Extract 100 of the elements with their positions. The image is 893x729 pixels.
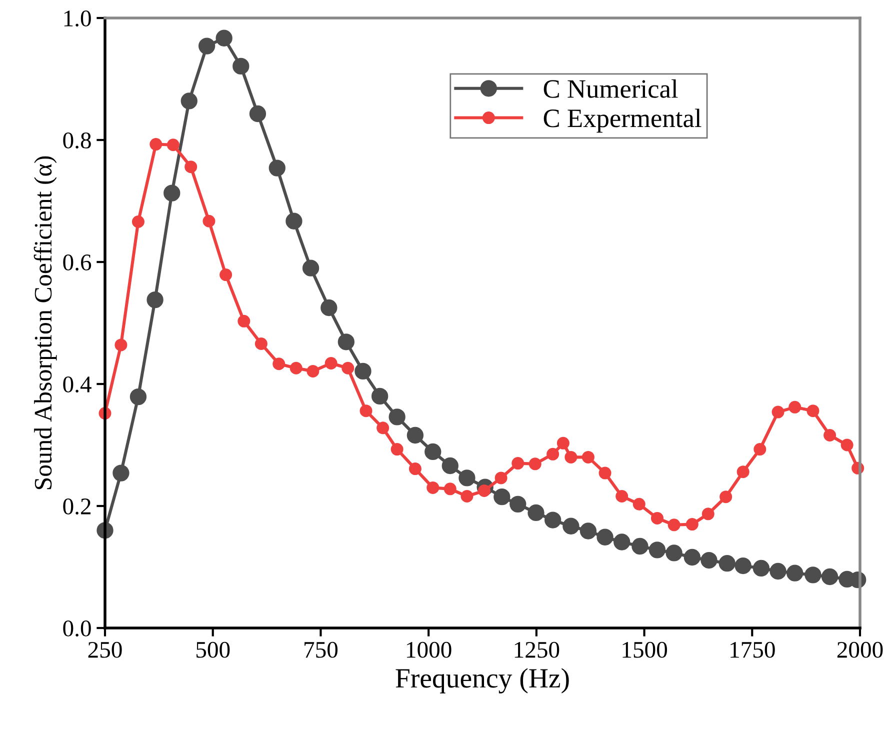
point <box>376 422 390 434</box>
y-axis-title: Sound Absorption Coefficient (α) <box>34 156 57 490</box>
point <box>220 268 232 282</box>
point <box>512 457 524 470</box>
y-tick-label: 0.6 <box>63 254 92 271</box>
point <box>458 470 476 486</box>
point <box>184 160 198 174</box>
point <box>112 464 130 482</box>
point <box>824 428 836 442</box>
point <box>510 496 526 513</box>
point <box>494 488 510 506</box>
legend-label: C Expermental <box>544 108 702 133</box>
point <box>342 362 354 374</box>
point <box>632 498 646 510</box>
point <box>596 528 614 546</box>
point <box>564 450 578 464</box>
point <box>616 490 628 502</box>
point <box>666 544 682 562</box>
point <box>718 555 736 572</box>
point <box>166 138 180 152</box>
x-tick-label: 1500 <box>622 642 667 658</box>
point <box>650 512 664 524</box>
point <box>338 334 354 350</box>
point <box>528 504 544 522</box>
point <box>320 299 338 316</box>
point <box>286 212 302 230</box>
point <box>702 508 714 520</box>
point <box>580 522 597 540</box>
point <box>254 337 268 350</box>
point <box>772 406 784 418</box>
point <box>736 466 750 478</box>
y-tick-label: 0.0 <box>63 620 91 637</box>
point <box>216 30 232 46</box>
y-tick-label: 0.4 <box>63 376 92 393</box>
point <box>324 357 338 370</box>
point <box>146 291 164 308</box>
point <box>632 538 648 555</box>
point <box>132 215 144 228</box>
point <box>408 462 422 476</box>
point <box>460 490 474 502</box>
point <box>130 388 147 406</box>
point <box>752 560 770 577</box>
point <box>238 314 250 328</box>
point <box>202 214 216 228</box>
legend-label: C Numerical <box>544 79 678 98</box>
x-axis-title: Frequency (Hz) <box>396 668 569 694</box>
point <box>840 438 854 452</box>
point <box>272 358 286 370</box>
point <box>544 512 562 528</box>
point <box>786 564 804 582</box>
point <box>720 490 732 504</box>
x-tick-label: 1750 <box>730 642 775 658</box>
point <box>371 388 388 405</box>
y-tick-label: 1.0 <box>64 10 91 27</box>
point <box>546 448 560 460</box>
y-tick-label: 0.2 <box>63 498 91 515</box>
point <box>249 105 266 122</box>
point <box>302 260 320 276</box>
point <box>442 457 458 474</box>
point <box>684 548 701 566</box>
point <box>360 404 372 418</box>
point <box>582 450 594 464</box>
x-tick-label: 250 <box>88 642 122 658</box>
point <box>734 557 752 574</box>
point <box>821 568 838 586</box>
point <box>598 466 612 480</box>
x-tick-label: 1250 <box>514 642 560 658</box>
point <box>354 362 372 380</box>
point <box>198 38 216 54</box>
point <box>804 566 822 584</box>
point <box>754 443 766 456</box>
point <box>268 160 286 176</box>
point <box>494 472 508 484</box>
point <box>150 138 162 151</box>
point <box>700 552 718 569</box>
point <box>426 481 440 494</box>
y-tick-label: 0.8 <box>63 132 91 149</box>
point <box>114 338 128 352</box>
point <box>562 518 580 534</box>
point <box>164 184 180 202</box>
point <box>788 400 802 414</box>
point <box>614 534 630 550</box>
point <box>290 362 302 374</box>
point <box>388 408 406 426</box>
x-tick-label: 500 <box>196 642 230 658</box>
point <box>806 404 820 418</box>
x-tick-label: 750 <box>304 642 338 658</box>
x-tick-label: 2000 <box>837 642 883 658</box>
point <box>556 436 570 450</box>
point <box>668 518 680 532</box>
point <box>424 443 442 460</box>
point <box>686 518 698 531</box>
point <box>180 92 198 110</box>
point <box>444 482 456 496</box>
point <box>770 562 786 580</box>
point <box>648 542 666 558</box>
point <box>390 443 404 456</box>
point <box>232 58 250 75</box>
x-tick-label: 1000 <box>407 642 452 658</box>
point <box>528 458 542 470</box>
